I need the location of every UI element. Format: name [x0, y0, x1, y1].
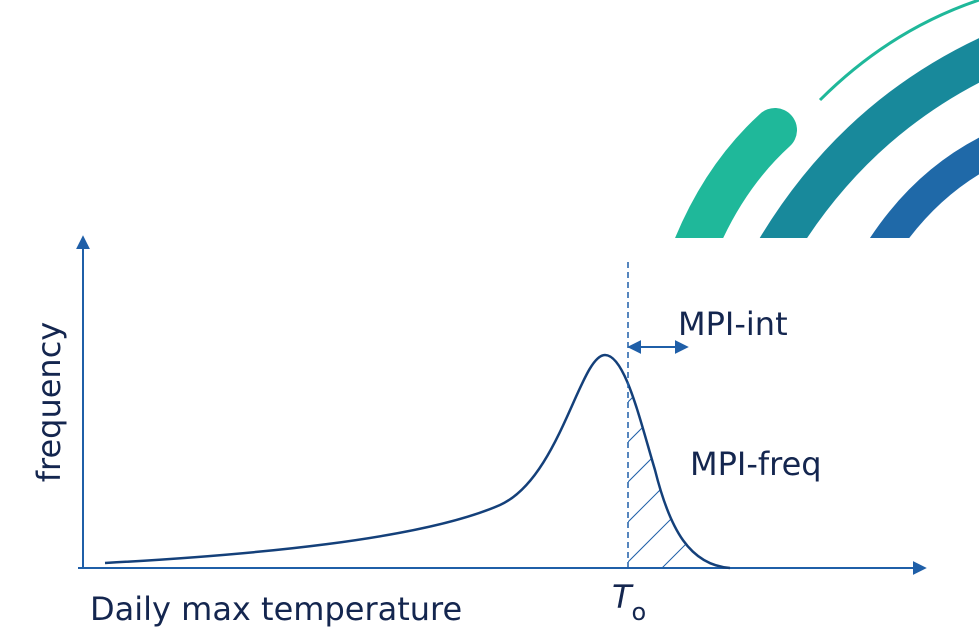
threshold-subscript: o — [632, 598, 647, 626]
y-label: frequency — [30, 322, 68, 483]
threshold-symbol: T — [612, 578, 634, 616]
threshold-label: To — [612, 578, 646, 626]
decoration — [675, 0, 979, 238]
x-label: Daily max temperature — [90, 590, 462, 628]
interval-label: MPI-int — [678, 305, 788, 343]
frequency-label: MPI-freq — [690, 445, 822, 483]
distribution-curve — [104, 353, 731, 570]
